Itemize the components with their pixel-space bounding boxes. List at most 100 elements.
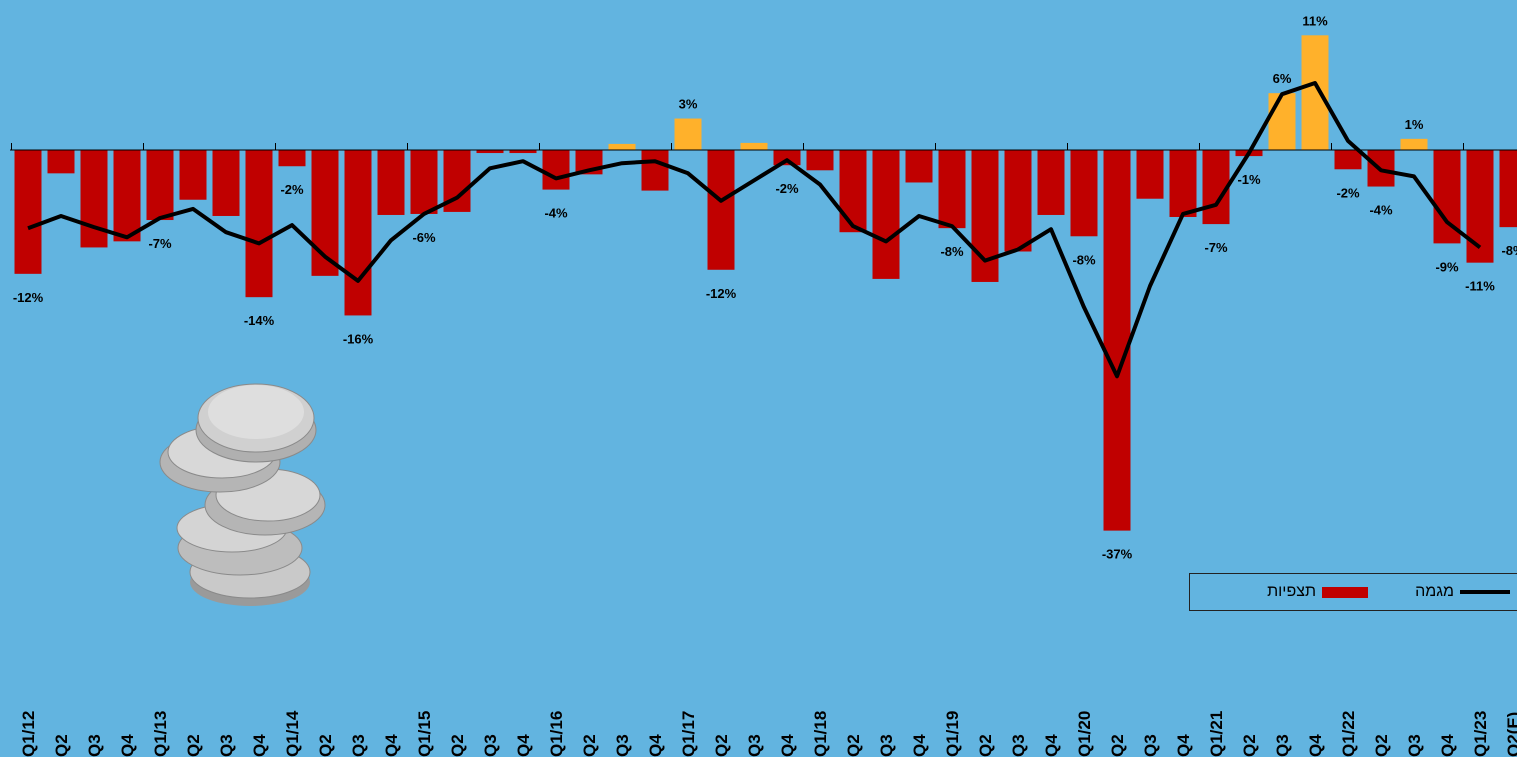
x-tick-8: Q1/14 — [283, 710, 302, 757]
x-tick-40: Q1/22 — [1339, 711, 1358, 757]
bar-23 — [773, 150, 801, 166]
bar-6 — [212, 150, 240, 216]
x-tick-43: Q4 — [1438, 734, 1457, 757]
data-label-44: -11% — [1465, 279, 1495, 294]
x-tick-1: Q2 — [52, 734, 71, 757]
legend-label-bars: תצפיות — [1267, 583, 1316, 600]
x-tick-32: Q1/20 — [1075, 711, 1094, 757]
x-tick-24: Q1/18 — [811, 711, 830, 757]
bar-30 — [1004, 150, 1032, 252]
x-tick-11: Q4 — [382, 734, 401, 757]
data-label-12: -6% — [412, 230, 436, 245]
data-label-20: 3% — [679, 97, 698, 112]
x-tick-42: Q3 — [1405, 734, 1424, 757]
data-label-43: -9% — [1435, 259, 1459, 274]
bar-44 — [1466, 150, 1494, 263]
x-tick-29: Q2 — [976, 734, 995, 757]
x-tick-36: Q1/21 — [1207, 711, 1226, 757]
bar-33 — [1103, 150, 1131, 531]
x-tick-19: Q4 — [646, 734, 665, 757]
bar-4 — [146, 150, 174, 221]
bar-25 — [839, 150, 867, 233]
x-tick-26: Q3 — [877, 734, 896, 757]
x-tick-17: Q2 — [580, 734, 599, 757]
bar-32 — [1070, 150, 1098, 237]
x-tick-25: Q2 — [844, 734, 863, 757]
data-label-45: -8% — [1501, 243, 1517, 258]
bar-34 — [1136, 150, 1164, 199]
x-tick-45: Q2(E) — [1504, 712, 1517, 757]
data-label-41: -4% — [1369, 203, 1393, 218]
x-tick-7: Q4 — [250, 734, 269, 757]
bar-28 — [938, 150, 966, 229]
bar-15 — [509, 150, 537, 154]
x-tick-31: Q4 — [1042, 734, 1061, 757]
x-tick-13: Q2 — [448, 734, 467, 757]
bar-2 — [80, 150, 108, 248]
bar-8 — [278, 150, 306, 167]
legend-label-trend: מגמה — [1415, 583, 1454, 600]
bar-27 — [905, 150, 933, 183]
data-label-39: 11% — [1302, 13, 1328, 28]
x-tick-35: Q4 — [1174, 734, 1193, 757]
x-tick-20: Q1/17 — [679, 711, 698, 757]
bar-14 — [476, 150, 504, 154]
x-tick-27: Q4 — [910, 734, 929, 757]
coins-illustration — [159, 383, 326, 606]
x-tick-labels: Q1/12 Q2 Q3 Q4 Q1/13 Q2 Q3 Q4 Q1/14 Q2 Q3 Q4 Q1/15 Q2… — [19, 710, 1517, 757]
x-tick-30: Q3 — [1009, 734, 1028, 757]
bar-16 — [542, 150, 570, 190]
data-label-42: 1% — [1405, 117, 1424, 132]
x-axis — [10, 143, 1517, 151]
data-label-40: -2% — [1336, 185, 1360, 200]
legend-item-bars: תצפיות — [1267, 574, 1368, 610]
data-label-0: -12% — [13, 290, 44, 305]
bar-39 — [1301, 35, 1329, 150]
legend: מגמה תצפיות — [1189, 573, 1517, 611]
bar-45 — [1499, 150, 1517, 228]
x-tick-2: Q3 — [85, 734, 104, 757]
x-tick-5: Q2 — [184, 734, 203, 757]
bar-38 — [1268, 93, 1296, 150]
trend-series — [27, 81, 1482, 379]
bar-31 — [1037, 150, 1065, 215]
bar-20 — [674, 118, 702, 150]
x-tick-6: Q3 — [217, 734, 236, 757]
data-label-36: -7% — [1204, 240, 1228, 255]
data-label-4: -7% — [148, 236, 172, 251]
x-tick-3: Q4 — [118, 734, 137, 757]
bar-10 — [344, 150, 372, 316]
data-label-38: 6% — [1273, 71, 1292, 86]
x-tick-12: Q1/15 — [415, 711, 434, 757]
data-label-10: -16% — [343, 331, 374, 346]
legend-line-swatch — [1460, 590, 1510, 594]
bar-19 — [641, 150, 669, 191]
legend-bar-swatch — [1322, 586, 1368, 598]
legend-item-trend: מגמה — [1415, 574, 1510, 610]
bar-1 — [47, 150, 75, 174]
x-tick-34: Q3 — [1141, 734, 1160, 757]
data-label-16: -4% — [544, 206, 568, 221]
x-tick-41: Q2 — [1372, 734, 1391, 757]
x-tick-10: Q3 — [349, 734, 368, 757]
data-label-37: -1% — [1237, 172, 1261, 187]
bar-35 — [1169, 150, 1197, 217]
bar-42 — [1400, 138, 1428, 150]
data-labels: -12% -7% -14% -2% -16% -6% -4% 3% -12% -2% -8% -8% -… — [13, 13, 1517, 561]
x-tick-22: Q3 — [745, 734, 764, 757]
bar-11 — [377, 150, 405, 215]
x-tick-28: Q1/19 — [943, 711, 962, 757]
data-label-33: -37% — [1102, 547, 1133, 562]
bar-24 — [806, 150, 834, 171]
x-tick-16: Q1/16 — [547, 711, 566, 757]
x-tick-21: Q2 — [712, 734, 731, 757]
x-tick-37: Q2 — [1240, 734, 1259, 757]
x-tick-15: Q4 — [514, 734, 533, 757]
bar-7 — [245, 150, 273, 298]
bar-5 — [179, 150, 207, 200]
x-tick-23: Q4 — [778, 734, 797, 757]
bar-40 — [1334, 150, 1362, 170]
x-tick-39: Q4 — [1306, 734, 1325, 757]
